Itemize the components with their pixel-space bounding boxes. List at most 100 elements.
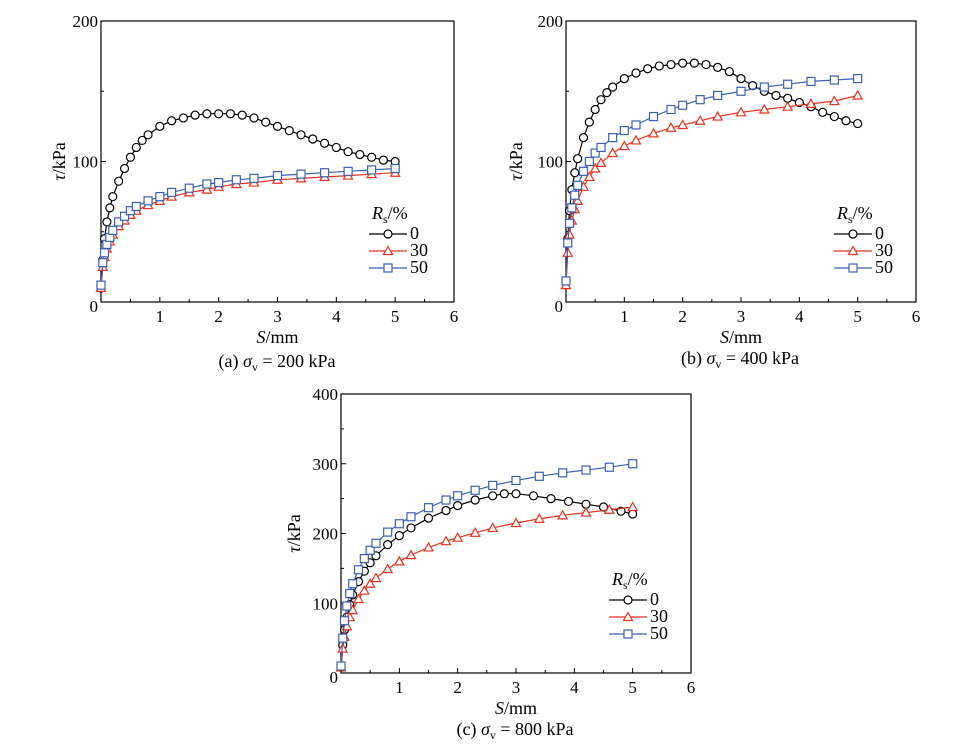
data-point: [665, 122, 677, 132]
data-point: [423, 513, 434, 523]
data-point: [390, 163, 400, 174]
data-point: [125, 152, 136, 162]
y-tick-label: 200: [313, 525, 339, 544]
y-tick-label: 0: [555, 297, 564, 316]
data-point: [343, 147, 353, 157]
legend-title: Rs/%: [371, 203, 408, 226]
data-point: [394, 530, 404, 541]
x-tick-label: 5: [853, 307, 862, 326]
data-point: [353, 565, 364, 575]
data-point: [370, 572, 382, 583]
data-point: [249, 173, 259, 183]
series-30: [560, 89, 864, 290]
data-point: [272, 121, 283, 131]
data-point: [678, 100, 688, 110]
data-point: [423, 503, 434, 513]
data-point: [453, 491, 463, 501]
data-point: [580, 506, 592, 517]
data-point: [805, 98, 817, 108]
data-point: [782, 100, 794, 111]
x-tick-label: 4: [570, 678, 579, 697]
data-point: [143, 130, 153, 140]
data-point: [371, 538, 381, 548]
data-point: [759, 82, 769, 92]
data-point: [603, 504, 615, 514]
data-point: [167, 116, 177, 126]
series-0: [561, 58, 863, 286]
data-point: [628, 459, 638, 469]
data-point: [735, 106, 747, 117]
data-point: [712, 110, 724, 121]
data-point: [590, 148, 600, 158]
data-point: [108, 192, 118, 202]
data-point: [453, 501, 463, 511]
data-point: [608, 133, 618, 143]
data-point: [296, 130, 306, 140]
data-point: [284, 125, 294, 136]
data-point: [534, 471, 544, 481]
data-point: [378, 155, 388, 165]
data-point: [853, 118, 863, 129]
data-point: [178, 113, 188, 123]
data-point: [155, 192, 165, 202]
data-point: [841, 116, 851, 126]
data-point: [584, 117, 594, 127]
data-point: [689, 58, 699, 68]
data-point: [647, 127, 660, 138]
data-point: [131, 201, 141, 212]
legend-marker: [383, 263, 393, 273]
data-point: [713, 62, 723, 72]
data-point: [666, 104, 676, 115]
data-point: [563, 228, 576, 239]
data-point: [201, 183, 213, 194]
data-point: [441, 495, 451, 505]
data-point: [343, 166, 353, 176]
data-point: [383, 540, 393, 550]
data-point: [352, 593, 365, 604]
data-point: [619, 125, 629, 136]
data-point: [695, 95, 705, 105]
x-tick-label: 3: [273, 307, 282, 326]
data-point: [137, 135, 147, 146]
series-30: [335, 501, 639, 672]
y-axis-label: τ/kPa: [49, 142, 69, 180]
data-point: [758, 103, 770, 114]
y-tick-label: 200: [73, 12, 99, 31]
data-point: [567, 203, 577, 213]
data-point: [724, 66, 734, 77]
data-point: [852, 89, 864, 100]
data-point: [488, 480, 498, 490]
data-point: [648, 111, 659, 122]
y-tick-label: 100: [313, 594, 339, 613]
x-tick-label: 1: [620, 307, 629, 326]
legend-label: 50: [650, 623, 668, 643]
data-point: [563, 238, 573, 248]
y-tick-label: 0: [330, 668, 339, 687]
data-point: [261, 117, 271, 127]
data-point: [678, 58, 688, 68]
data-point: [581, 465, 591, 475]
data-point: [578, 166, 589, 176]
data-point: [607, 147, 619, 158]
data-point: [583, 171, 595, 182]
data-point: [190, 110, 200, 120]
data-point: [382, 563, 394, 574]
data-point: [829, 111, 839, 122]
data-point: [367, 152, 377, 162]
data-point: [818, 107, 828, 117]
legend-label: 0: [650, 589, 659, 609]
y-tick-label: 100: [73, 153, 99, 172]
data-point: [736, 86, 746, 96]
data-point: [339, 616, 350, 626]
data-point: [225, 109, 236, 119]
data-point: [627, 501, 639, 512]
legend-marker: [848, 263, 858, 273]
legend-title: Rs/%: [611, 569, 648, 592]
x-tick-label: 5: [628, 678, 637, 697]
data-point: [452, 531, 464, 542]
x-axis-label: S/mm: [720, 327, 762, 347]
x-axis-label: S/mm: [495, 698, 537, 718]
data-point: [499, 489, 509, 499]
data-point: [108, 225, 118, 235]
